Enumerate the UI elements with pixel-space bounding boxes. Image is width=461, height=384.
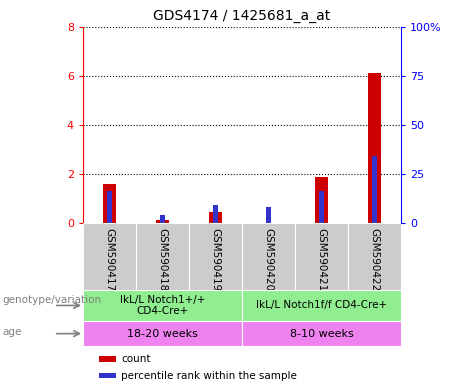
Text: 18-20 weeks: 18-20 weeks	[127, 329, 198, 339]
Bar	[103, 184, 116, 223]
Bar	[368, 73, 381, 223]
Text: GSM590421: GSM590421	[317, 228, 326, 291]
Bar	[319, 192, 324, 223]
Text: genotype/variation: genotype/variation	[2, 295, 101, 305]
Bar	[213, 205, 218, 223]
Text: IkL/L Notch1f/f CD4-Cre+: IkL/L Notch1f/f CD4-Cre+	[256, 300, 387, 310]
Bar	[295, 223, 348, 290]
Text: IkL/L Notch1+/+
CD4-Cre+: IkL/L Notch1+/+ CD4-Cre+	[120, 295, 205, 316]
Title: GDS4174 / 1425681_a_at: GDS4174 / 1425681_a_at	[154, 9, 331, 23]
Bar	[189, 223, 242, 290]
Bar	[209, 212, 222, 223]
Bar	[160, 215, 165, 223]
Text: 8-10 weeks: 8-10 weeks	[290, 329, 354, 339]
Text: GSM590420: GSM590420	[264, 228, 273, 291]
Text: GSM590418: GSM590418	[158, 228, 167, 291]
Bar	[136, 223, 189, 290]
Bar	[83, 321, 242, 346]
Bar	[99, 373, 116, 379]
Text: percentile rank within the sample: percentile rank within the sample	[121, 371, 297, 381]
Bar	[242, 290, 401, 321]
Text: GSM590422: GSM590422	[370, 228, 379, 291]
Bar	[83, 290, 242, 321]
Bar	[107, 192, 112, 223]
Bar	[372, 156, 377, 223]
Bar	[242, 223, 295, 290]
Text: count: count	[121, 354, 151, 364]
Bar	[99, 356, 116, 362]
Bar	[242, 321, 401, 346]
Text: GSM590419: GSM590419	[211, 228, 220, 291]
Bar	[315, 177, 328, 223]
Text: age: age	[2, 327, 22, 337]
Bar	[266, 207, 271, 223]
Text: GSM590417: GSM590417	[105, 228, 114, 291]
Bar	[156, 220, 169, 223]
Bar	[348, 223, 401, 290]
Bar	[83, 223, 136, 290]
